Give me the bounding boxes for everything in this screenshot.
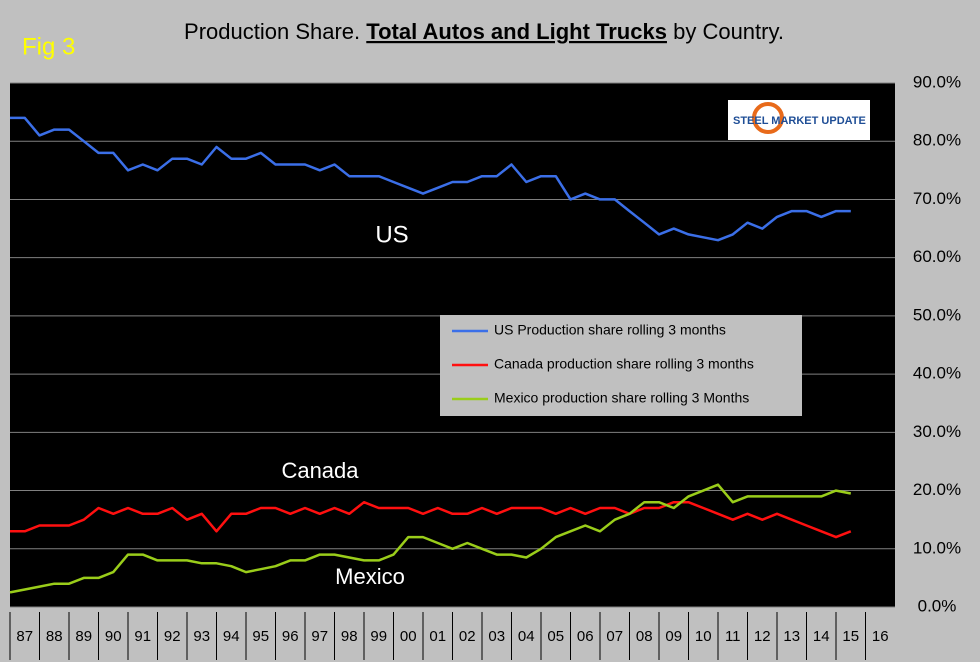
x-tick-label: 90 <box>105 628 122 645</box>
x-tick-label: 08 <box>636 628 653 645</box>
annotation: US <box>375 221 408 248</box>
legend-label: US Production share rolling 3 months <box>494 322 726 338</box>
title-end: by Country. <box>673 19 784 44</box>
x-tick-label: 15 <box>842 628 859 645</box>
x-tick-label: 01 <box>429 628 446 645</box>
chart-title: Production Share. Total Autos and Light … <box>184 19 784 44</box>
annotation: Mexico <box>335 564 405 589</box>
x-tick-label: 13 <box>783 628 800 645</box>
x-tick-label: 05 <box>547 628 564 645</box>
legend <box>440 315 802 416</box>
y-tick-label: 30.0% <box>913 422 961 441</box>
logo-icon <box>752 102 784 134</box>
y-tick-label: 80.0% <box>913 131 961 150</box>
legend-label: Mexico production share rolling 3 Months <box>494 390 749 406</box>
y-tick-label: 60.0% <box>913 247 961 266</box>
x-tick-label: 99 <box>370 628 387 645</box>
fig-label: Fig 3 <box>22 33 75 60</box>
y-tick-label: 10.0% <box>913 538 961 557</box>
x-tick-label: 89 <box>75 628 92 645</box>
x-tick-label: 88 <box>46 628 63 645</box>
x-tick-label: 07 <box>606 628 623 645</box>
y-tick-label: 70.0% <box>913 189 961 208</box>
series-line <box>9 483 852 594</box>
x-tick-label: 02 <box>459 628 476 645</box>
x-tick-label: 03 <box>488 628 505 645</box>
y-tick-label: 20.0% <box>913 480 961 499</box>
y-tick-label: 0.0% <box>918 596 957 615</box>
x-tick-label: 04 <box>518 628 535 645</box>
x-tick-label: 16 <box>872 628 889 645</box>
logo-text: STEEL MARKET UPDATE <box>733 115 866 127</box>
x-tick-label: 87 <box>16 628 33 645</box>
x-tick-label: 97 <box>311 628 328 645</box>
series-line <box>10 116 851 242</box>
x-tick-label: 14 <box>813 628 830 645</box>
series-line <box>10 500 852 539</box>
x-tick-label: 95 <box>252 628 269 645</box>
x-tick-label: 93 <box>193 628 210 645</box>
x-tick-label: 98 <box>341 628 358 645</box>
x-tick-label: 12 <box>754 628 771 645</box>
legend-label: Canada production share rolling 3 months <box>494 356 754 372</box>
y-tick-label: 90.0% <box>913 72 961 91</box>
x-tick-label: 94 <box>223 628 240 645</box>
x-tick-label: 10 <box>695 628 712 645</box>
x-tick-label: 06 <box>577 628 594 645</box>
x-tick-label: 96 <box>282 628 299 645</box>
x-tick-label: 91 <box>134 628 151 645</box>
x-tick-label: 11 <box>725 628 741 645</box>
title-emphasis: Total Autos and Light Trucks <box>366 19 667 44</box>
y-tick-label: 40.0% <box>913 364 961 383</box>
y-tick-label: 50.0% <box>913 305 961 324</box>
x-tick-label: 09 <box>665 628 682 645</box>
title-start: Production Share. <box>184 19 360 44</box>
x-tick-label: 00 <box>400 628 417 645</box>
annotation: Canada <box>281 458 359 483</box>
logo-box <box>728 100 870 140</box>
x-tick-label: 92 <box>164 628 181 645</box>
